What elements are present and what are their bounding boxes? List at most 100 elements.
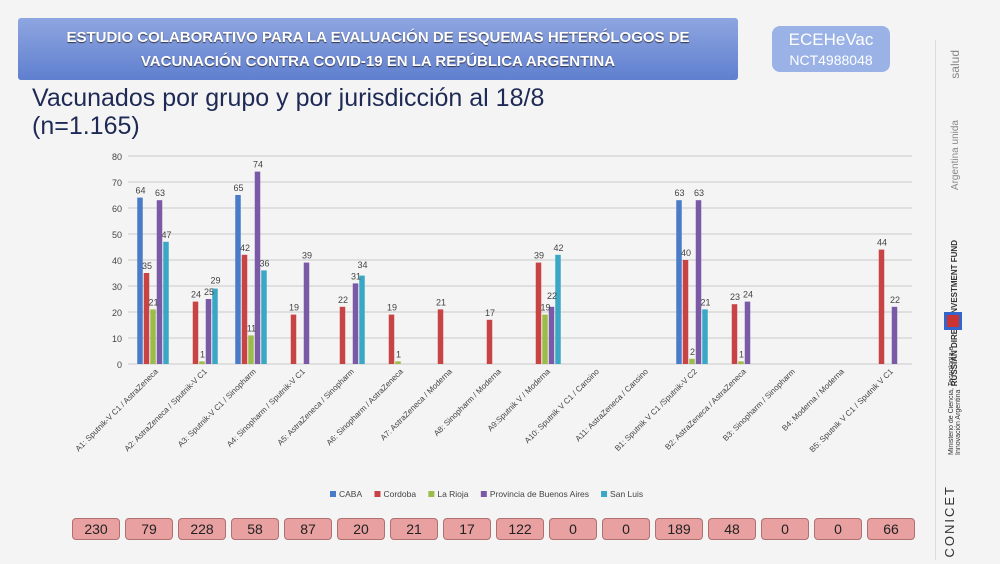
banner-line-2: VACUNACIÓN CONTRA COVID-19 EN LA REPÚBLI… bbox=[140, 53, 616, 70]
data-label: 29 bbox=[210, 276, 220, 286]
data-label: 24 bbox=[743, 290, 753, 300]
data-label: 74 bbox=[253, 160, 263, 170]
data-label: 44 bbox=[877, 238, 887, 248]
y-tick-label: 40 bbox=[112, 256, 122, 266]
bar bbox=[682, 260, 689, 364]
legend-swatch bbox=[601, 491, 608, 497]
salud-logo: salud bbox=[948, 50, 962, 79]
bar bbox=[555, 254, 561, 364]
legend-swatch bbox=[428, 491, 435, 497]
x-tick-label: A2: AstraZeneca / Sputnik-V C1 bbox=[123, 367, 210, 454]
ministerio-logo: Ministerio de Ciencia, Tecnología e Inno… bbox=[948, 346, 962, 455]
badge-name: ECEHeVac bbox=[788, 30, 874, 49]
group-totals: 230 79 228 58 87 20 21 17 122 0 0 189 48 0 0 66 bbox=[72, 518, 915, 540]
bar bbox=[248, 335, 254, 364]
legend-label: CABA bbox=[339, 489, 362, 499]
data-label: 63 bbox=[155, 188, 165, 198]
data-label: 65 bbox=[233, 183, 243, 193]
group-total-box: 189 bbox=[655, 518, 703, 540]
group-total-box: 20 bbox=[337, 518, 385, 540]
data-label: 63 bbox=[674, 188, 684, 198]
data-label: 1 bbox=[200, 349, 205, 359]
slide-title: Vacunados por grupo y por jurisdicción a… bbox=[32, 84, 544, 140]
bar bbox=[235, 195, 241, 364]
data-label: 1 bbox=[739, 349, 744, 359]
bar bbox=[676, 200, 682, 364]
data-label: 34 bbox=[357, 260, 367, 270]
legend-label: Provincia de Buenos Aires bbox=[490, 489, 589, 499]
data-label: 63 bbox=[694, 188, 704, 198]
bar bbox=[359, 275, 365, 364]
bar bbox=[192, 301, 199, 364]
bar bbox=[254, 171, 261, 364]
x-tick-label: B5: Sputnik V C1 / Sputnik V C1 bbox=[808, 367, 896, 455]
bar bbox=[891, 306, 898, 364]
bar bbox=[261, 270, 267, 364]
x-tick-label: B1: Sputnik V C1 /Sputnik-V C2 bbox=[613, 367, 699, 453]
bar bbox=[150, 309, 156, 364]
data-label: 25 bbox=[204, 287, 214, 297]
data-label: 21 bbox=[436, 297, 446, 307]
y-tick-label: 20 bbox=[112, 308, 122, 318]
group-total-box: 230 bbox=[72, 518, 120, 540]
bar bbox=[535, 262, 542, 364]
data-label: 22 bbox=[890, 295, 900, 305]
bar bbox=[205, 299, 212, 364]
bar bbox=[695, 200, 702, 364]
study-badge: ECEHeVac NCT4988048 bbox=[772, 26, 890, 72]
legend-swatch bbox=[374, 491, 381, 497]
data-label: 39 bbox=[302, 251, 312, 261]
bar bbox=[689, 358, 695, 364]
group-total-box: 0 bbox=[602, 518, 650, 540]
rdif-icon bbox=[944, 312, 962, 330]
data-label: 22 bbox=[338, 295, 348, 305]
x-tick-label: B2: AstraZeneca / AstraZeneca bbox=[663, 367, 748, 452]
data-label: 11 bbox=[247, 323, 256, 333]
bar bbox=[548, 306, 555, 364]
bar bbox=[303, 262, 310, 364]
y-tick-label: 70 bbox=[112, 178, 122, 188]
data-label: 42 bbox=[553, 243, 563, 253]
bar bbox=[878, 249, 885, 364]
bar bbox=[542, 314, 548, 364]
sponsor-logos: salud Argentina unida RUSSIAN DIRECT INV… bbox=[935, 40, 980, 560]
data-label: 21 bbox=[148, 297, 158, 307]
x-tick-label: A4: Sinopharm / Sputnik-V C1 bbox=[225, 367, 307, 449]
data-label: 42 bbox=[240, 243, 250, 253]
data-label: 22 bbox=[547, 291, 557, 301]
group-total-box: 58 bbox=[231, 518, 279, 540]
bar bbox=[199, 361, 205, 364]
bar bbox=[388, 314, 395, 364]
data-label: 24 bbox=[191, 290, 201, 300]
bar bbox=[702, 309, 708, 364]
data-label: 47 bbox=[161, 230, 171, 240]
y-tick-label: 0 bbox=[117, 360, 122, 370]
bar bbox=[352, 283, 359, 364]
bar bbox=[731, 304, 738, 364]
bar bbox=[156, 200, 163, 364]
title-line-1: Vacunados por grupo y por jurisdicción a… bbox=[32, 84, 545, 112]
legend-label: Cordoba bbox=[383, 489, 416, 499]
legend-label: La Rioja bbox=[437, 489, 468, 499]
bar bbox=[486, 319, 493, 364]
data-label: 40 bbox=[681, 248, 691, 258]
bar bbox=[339, 306, 346, 364]
argentina-unida-logo: Argentina unida bbox=[950, 120, 961, 191]
group-total-box: 17 bbox=[443, 518, 491, 540]
bar bbox=[137, 197, 143, 364]
y-tick-label: 80 bbox=[112, 152, 122, 162]
data-label: 64 bbox=[135, 186, 145, 196]
legend-swatch bbox=[330, 491, 336, 497]
data-label: 31 bbox=[351, 271, 361, 281]
badge-id: NCT4988048 bbox=[789, 52, 873, 68]
group-total-box: 0 bbox=[814, 518, 862, 540]
group-total-box: 79 bbox=[125, 518, 173, 540]
group-total-box: 0 bbox=[761, 518, 809, 540]
group-total-box: 66 bbox=[867, 518, 915, 540]
data-label: 19 bbox=[387, 303, 397, 313]
bar bbox=[437, 309, 444, 364]
y-tick-label: 50 bbox=[112, 230, 122, 240]
legend-label: San Luis bbox=[610, 489, 643, 499]
data-label: 19 bbox=[289, 303, 299, 313]
